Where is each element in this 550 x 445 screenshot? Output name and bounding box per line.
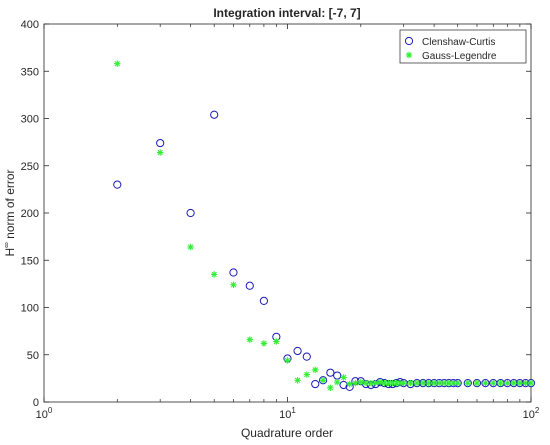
data-point [187,243,194,251]
legend-box [399,29,527,64]
data-point [340,374,347,381]
data-point [522,379,529,387]
data-point [156,138,165,148]
data-point [156,149,164,156]
data-point [497,379,504,387]
data-point [319,377,327,384]
data-point [527,379,535,387]
data-point [245,281,254,290]
data-point [229,268,238,277]
data-point [293,346,302,356]
legend-label: Clenshaw-Curtis [422,37,495,48]
data-point [372,379,379,387]
x-tick-label-base: 10 [36,409,48,421]
x-tick-label: 101 [279,406,296,421]
data-point [407,379,414,387]
data-point [464,379,471,387]
data-point [510,379,518,387]
legend-marker [405,51,413,59]
data-point [473,379,481,387]
axes-box [43,23,532,403]
y-axis-label-sup: ∞ [2,242,11,248]
data-point [246,336,253,343]
y-tick-label: 150 [21,255,39,267]
data-point [113,180,122,189]
data-point [210,271,218,278]
data-point [311,379,320,389]
y-axis-label-main: H [3,248,17,257]
data-point [210,110,219,119]
data-point [376,378,384,386]
data-point [312,366,319,374]
data-point [230,281,237,289]
x-axis-label: Quadrature order [241,426,333,440]
y-tick-label: 50 [27,350,39,362]
data-point [259,296,269,305]
data-point [419,379,427,387]
data-point [445,379,453,387]
data-point [413,379,421,387]
data-marks [113,60,536,392]
legend-entries: Clenshaw-Curtis Gauss-Legendre [404,36,497,62]
x-tick-label-exponent: 1 [291,406,296,415]
legend: Clenshaw-Curtis Gauss-Legendre [399,29,527,64]
y-tick-label: 100 [21,303,39,315]
x-tick-label: 100 [36,406,53,421]
data-point [326,368,335,377]
data-point [504,379,511,387]
y-tick-label: 350 [21,66,39,78]
data-point [490,379,497,387]
x-axis-ticks: 100 101 102 [36,24,540,421]
data-point [400,379,407,387]
data-point [318,376,328,385]
chart-title: Integration interval: [-7, 7] [213,6,360,20]
data-point [481,379,490,388]
legend-marker [404,36,414,46]
data-point [430,379,438,387]
data-point [339,380,348,390]
data-point [482,379,489,387]
data-point [302,352,311,361]
data-point [294,377,301,384]
y-axis-label-rest: norm of error [3,169,17,242]
data-point [352,379,359,387]
data-point [186,208,195,218]
data-point [114,60,121,67]
data-point [381,379,388,387]
y-axis-label: H∞ norm of error [2,169,17,256]
y-tick-label: 200 [21,208,39,220]
data-point [260,340,268,347]
x-tick-label-exponent: 2 [535,406,540,415]
legend-label: Gauss-Legendre [422,51,497,62]
data-point [425,379,432,387]
x-tick-label-base: 10 [523,409,535,421]
y-tick-label: 300 [21,114,39,126]
y-axis-ticks: 0 50 100 150 200 250 300 350 400 [21,19,531,409]
y-tick-label: 400 [21,19,39,31]
data-point [284,357,291,364]
data-point [516,379,524,387]
x-tick-label-exponent: 0 [48,406,53,415]
data-point [472,379,482,388]
data-point [273,338,280,345]
data-point [357,378,365,386]
x-tick-label-base: 10 [279,409,291,421]
data-point [454,379,461,387]
data-point [303,371,310,378]
y-tick-label: 250 [21,161,39,173]
y-tick-label: 0 [33,397,39,409]
data-point [334,378,341,386]
data-point [463,379,472,388]
series-asterisk [114,60,535,392]
data-point [346,380,353,388]
data-point [327,384,334,392]
x-tick-label: 102 [523,406,540,421]
